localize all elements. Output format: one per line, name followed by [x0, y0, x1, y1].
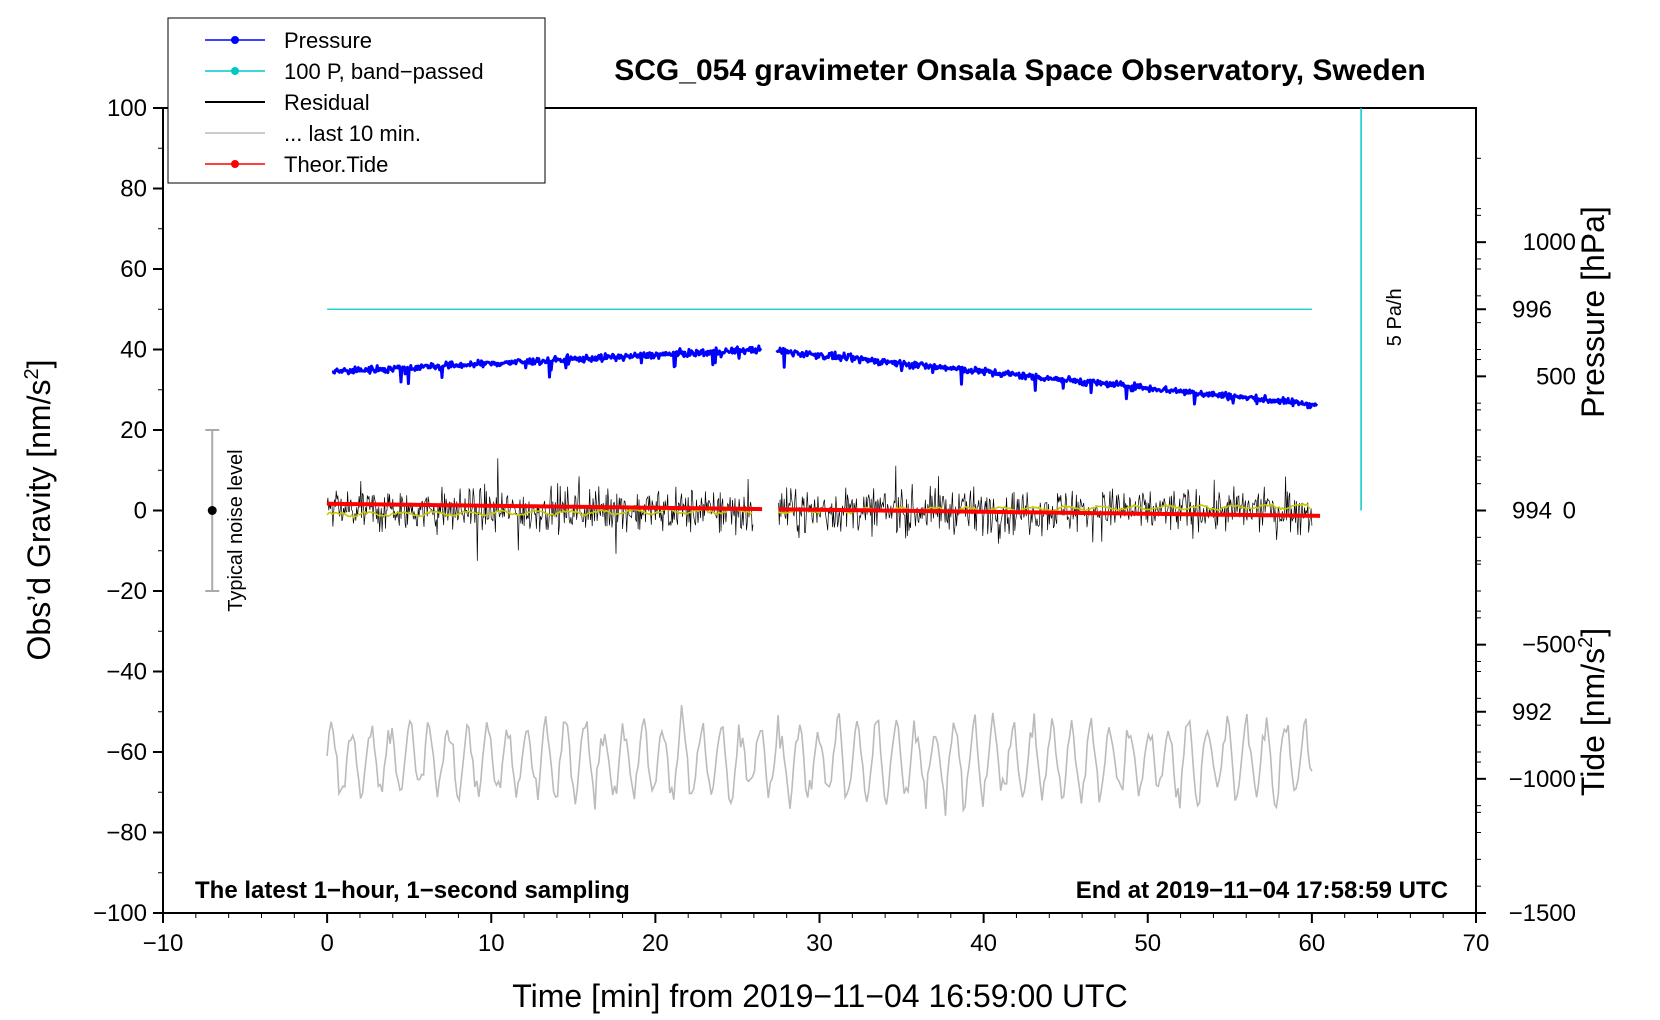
y-left-tick-label: 20 [120, 417, 147, 444]
tide-tick-label: −1000 [1509, 766, 1576, 793]
y-left-axis-ticks: 100 80 60 40 20 0 −20 −40 −60 −80 −100 [93, 95, 163, 927]
x-axis-label: Time [min] from 2019−11−04 16:59:00 UTC [512, 978, 1127, 1014]
tide-label-main: Tide [nm/s [1575, 648, 1611, 796]
pressure-tick-label: 992 [1512, 699, 1552, 726]
series-pressure-line [775, 346, 1319, 410]
pressure-axis-ticks: 996 994 992 [1476, 157, 1552, 813]
y-left-tick-label: 80 [120, 176, 147, 203]
series-layer [326, 308, 1321, 816]
legend-marker [231, 160, 239, 168]
series-theor-tide-line [778, 507, 1321, 518]
x-tick-label: 30 [806, 930, 833, 957]
tide-axis-ticks: 1000 500 0 −500 −1000 −1500 [1476, 214, 1576, 927]
y-left-label-main: Obs’d Gravity [nm/s [21, 380, 57, 661]
legend-marker [231, 67, 239, 75]
x-tick-label: 70 [1463, 930, 1490, 957]
tide-label-end: ] [1575, 628, 1611, 637]
series-theor-tide-line [327, 501, 763, 512]
legend-label: Theor.Tide [284, 152, 388, 177]
legend-label: ... last 10 min. [284, 121, 421, 146]
y-left-tick-label: −40 [106, 659, 147, 686]
noise-bar-label: Typical noise level [225, 449, 247, 611]
chart-title: SCG_054 gravimeter Onsala Space Observat… [614, 54, 1426, 87]
tide-axis-label: Tide [nm/s2] [1575, 628, 1611, 796]
noise-bar-dot [207, 506, 217, 515]
legend-box [167, 17, 546, 184]
x-tick-label: −10 [143, 930, 184, 957]
y-left-tick-label: 60 [120, 256, 147, 283]
series-residual-line [326, 458, 754, 561]
pressure-tick-label: 996 [1512, 296, 1552, 323]
annotation-layer: 5 Pa/h Typical noise level [205, 108, 1406, 612]
scale-bar-label: 5 Pa/h [1384, 288, 1406, 346]
bottom-left-annotation: The latest 1−hour, 1−second sampling [195, 877, 630, 904]
legend: Pressure 100 P, band−passed Residual ... la… [167, 17, 546, 184]
y-left-tick-label: −60 [106, 739, 147, 766]
y-left-tick-label: 0 [134, 498, 147, 525]
y-left-axis-label: Obs’d Gravity [nm/s2] [21, 360, 57, 661]
y-left-label-sup: 2 [21, 368, 43, 379]
x-axis-ticks: −10 0 10 20 30 40 50 60 70 [143, 913, 1490, 957]
legend-label: Residual [284, 90, 370, 115]
y-left-tick-label: 100 [107, 95, 147, 122]
pressure-tick-label: 994 [1512, 498, 1552, 525]
tide-label-sup: 2 [1575, 637, 1597, 648]
y-left-label-end: ] [21, 360, 57, 369]
y-left-tick-label: −20 [106, 578, 147, 605]
tide-tick-label: 500 [1536, 363, 1576, 390]
x-tick-label: 0 [320, 930, 333, 957]
y-left-tick-label: −80 [106, 820, 147, 847]
y-left-tick-label: 40 [120, 337, 147, 364]
x-tick-label: 20 [642, 930, 669, 957]
series-running-mean-line [326, 506, 753, 519]
x-tick-label: 60 [1299, 930, 1326, 957]
legend-label: 100 P, band−passed [284, 59, 484, 84]
pressure-axis-label: Pressure [hPa] [1575, 206, 1611, 418]
x-tick-label: 50 [1134, 930, 1161, 957]
x-tick-label: 10 [478, 930, 505, 957]
tide-tick-label: 1000 [1523, 229, 1576, 256]
tide-tick-label: −500 [1522, 632, 1576, 659]
x-tick-label: 40 [970, 930, 997, 957]
bottom-right-annotation: End at 2019−11−04 17:58:59 UTC [1076, 877, 1448, 904]
legend-label: Pressure [284, 28, 372, 53]
y-left-tick-label: −100 [93, 900, 147, 927]
series-last-10-min-line [326, 705, 1313, 816]
series-pressure-line [331, 344, 763, 385]
legend-marker [231, 36, 239, 44]
tide-tick-label: −1500 [1509, 900, 1576, 927]
tide-tick-label: 0 [1563, 498, 1576, 525]
